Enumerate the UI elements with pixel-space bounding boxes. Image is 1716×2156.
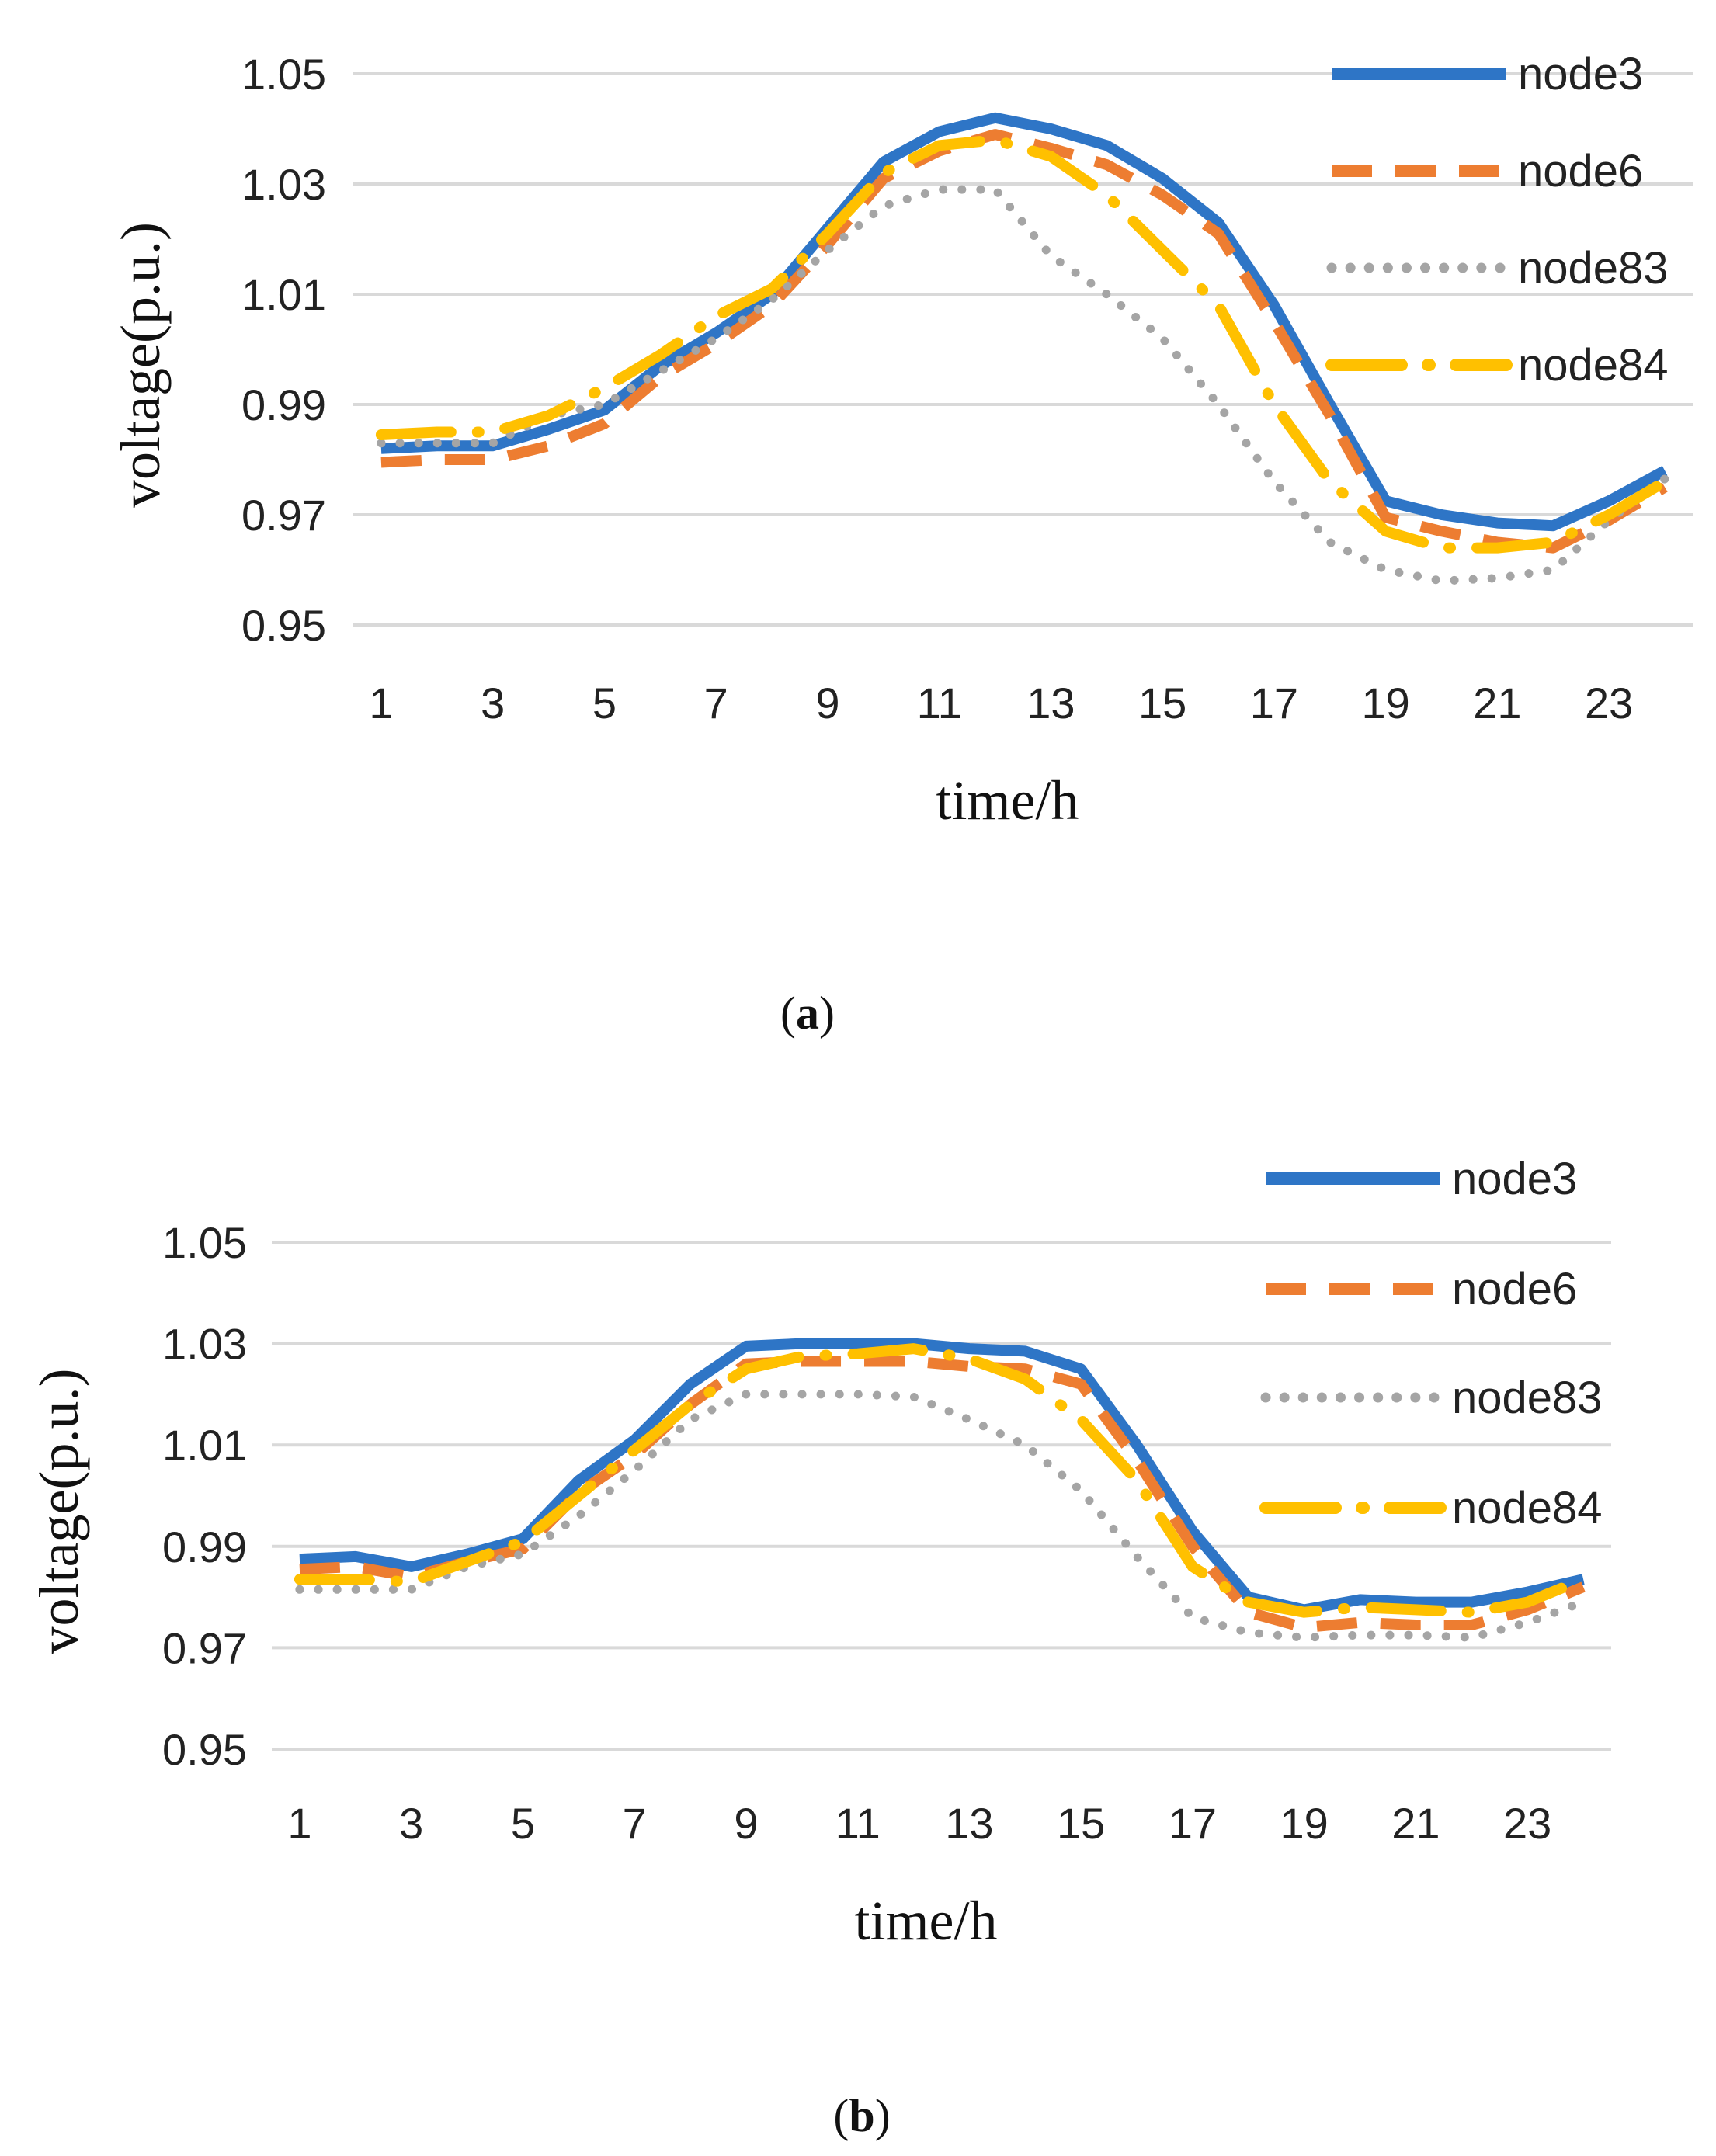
series-line-node83 <box>295 1390 1588 1642</box>
y-tick-label: 1.05 <box>241 50 326 99</box>
x-tick-label: 15 <box>1138 679 1186 727</box>
caption-paren-open: ( <box>780 988 796 1039</box>
y-tick-label: 0.95 <box>241 601 326 650</box>
y-tick-label: 0.99 <box>241 380 326 429</box>
y-axis-title: voltage(p.u.) <box>28 1369 90 1654</box>
caption-paren-close: ) <box>875 2090 891 2141</box>
x-tick-label: 17 <box>1250 679 1298 727</box>
x-tick-label: 7 <box>623 1799 647 1848</box>
legend-label-node3: node3 <box>1452 1154 1577 1204</box>
x-tick-label: 13 <box>1026 679 1075 727</box>
x-axis-title: time/h <box>855 1890 998 1952</box>
series-line-node6 <box>299 1356 1586 1633</box>
y-tick-label: 0.97 <box>162 1623 247 1672</box>
legend-label-node83: node83 <box>1518 243 1669 293</box>
panel-caption: (a) <box>780 988 835 1039</box>
x-tick-label: 21 <box>1391 1799 1440 1848</box>
y-tick-label: 1.01 <box>162 1421 247 1470</box>
y-tick-label: 0.99 <box>162 1522 247 1571</box>
x-tick-label: 11 <box>835 1799 881 1848</box>
caption-letter: b <box>849 2090 874 2141</box>
y-tick-label: 0.95 <box>162 1725 247 1774</box>
panel-caption: (b) <box>833 2090 890 2141</box>
x-tick-label: 19 <box>1362 679 1410 727</box>
series-line-node84 <box>294 1343 1589 1618</box>
x-tick-label: 11 <box>917 679 962 727</box>
series-line-node6 <box>380 129 1668 554</box>
x-tick-label: 9 <box>815 679 839 727</box>
x-tick-label: 21 <box>1473 679 1521 727</box>
y-tick-label: 1.05 <box>162 1218 247 1267</box>
x-tick-label: 13 <box>945 1799 993 1848</box>
y-axis-title: voltage(p.u.) <box>109 222 172 508</box>
y-tick-label: 1.03 <box>241 160 326 209</box>
legend-label-node6: node6 <box>1518 146 1643 196</box>
legend-label-node83: node83 <box>1452 1373 1603 1423</box>
x-tick-label: 23 <box>1585 679 1633 727</box>
series-line-node3 <box>380 112 1668 532</box>
chart-a: 0.950.970.991.011.031.051 3 5 7 9 11 13 15 17 19 2… <box>109 49 1693 1039</box>
caption-paren-close: ) <box>819 988 835 1039</box>
caption-paren-open: ( <box>833 2090 849 2141</box>
legend-label-node6: node6 <box>1452 1264 1577 1314</box>
x-tick-label: 5 <box>511 1799 535 1848</box>
series-line-node84 <box>375 134 1671 554</box>
legend-label-node84: node84 <box>1518 340 1669 391</box>
caption-letter: a <box>796 988 819 1039</box>
x-tick-label: 19 <box>1280 1799 1329 1848</box>
x-tick-label: 3 <box>399 1799 423 1848</box>
y-tick-label: 0.97 <box>241 491 326 540</box>
x-tick-label: 17 <box>1169 1799 1217 1848</box>
y-tick-label: 1.01 <box>241 270 326 319</box>
x-tick-label: 1 <box>287 1799 311 1848</box>
chart-b: 0.950.970.991.011.031.051 3 5 7 9 11 13 15 17 19 2… <box>28 1154 1611 2141</box>
legend-label-node3: node3 <box>1518 49 1643 99</box>
x-tick-label: 9 <box>734 1799 758 1848</box>
series-line-node3 <box>299 1338 1585 1616</box>
x-tick-label: 5 <box>592 679 617 727</box>
series-line-node83 <box>377 185 1669 585</box>
x-axis-title: time/h <box>936 769 1079 832</box>
x-tick-label: 15 <box>1057 1799 1105 1848</box>
x-tick-label: 7 <box>704 679 728 727</box>
x-tick-label: 3 <box>481 679 505 727</box>
x-tick-label: 23 <box>1503 1799 1551 1848</box>
y-tick-label: 1.03 <box>162 1320 247 1369</box>
x-tick-label: 1 <box>369 679 393 727</box>
legend-label-node84: node84 <box>1452 1483 1603 1533</box>
